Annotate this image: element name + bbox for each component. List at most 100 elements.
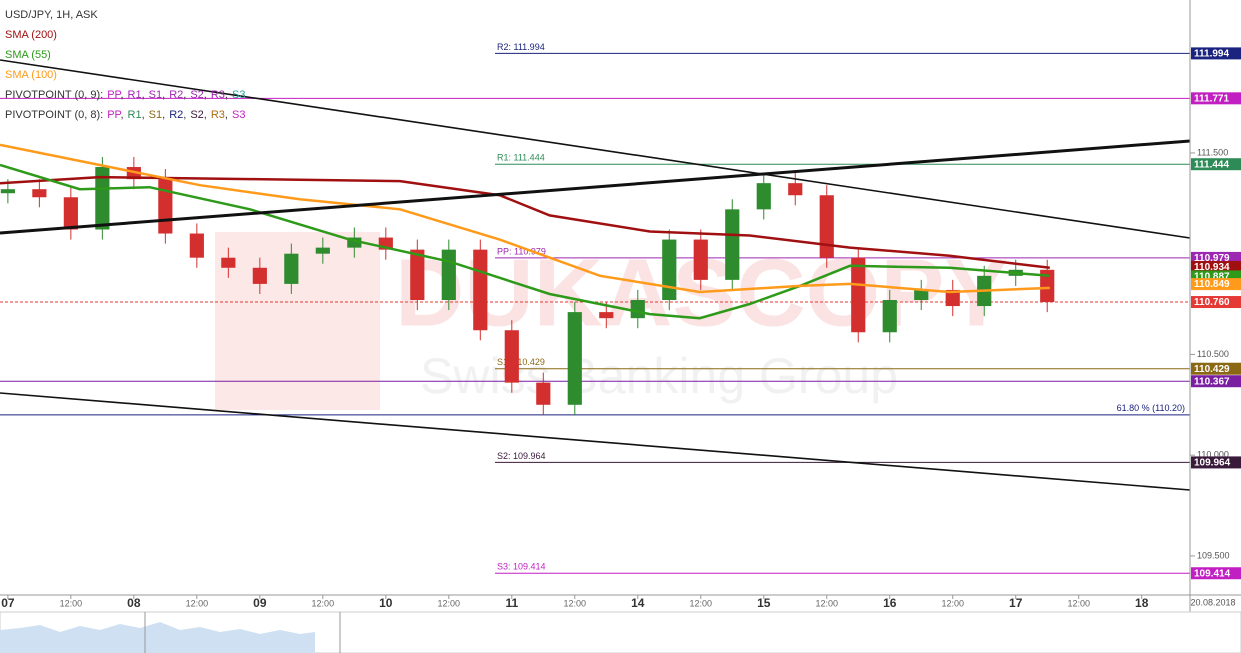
pivot-set-name: PIVOTPOINT (0, 8): (5, 109, 103, 121)
candle-body (63, 197, 78, 230)
x-tick-label: 18 (1135, 596, 1149, 610)
pivot-label: R2: 111.994 (497, 42, 545, 52)
x-tick-label: 07 (1, 596, 15, 610)
candle-body (567, 312, 582, 405)
legend-entry: SMA (200) (5, 29, 57, 41)
y-tick-label: 111.500 (1197, 147, 1228, 157)
price-tag (1191, 278, 1241, 291)
price-tag-label: 111.994 (1194, 49, 1229, 60)
price-tag (1191, 296, 1241, 309)
separator: , (142, 109, 145, 121)
candle-body (158, 179, 173, 234)
sma-line (0, 175, 1050, 270)
candle-body (851, 257, 866, 333)
candle-body (189, 233, 204, 258)
plot-area: 61.80 % (110.20) R2: 111.994 R1: 111.444 PP… (0, 42, 1190, 574)
x-tick-label: 15 (757, 596, 771, 610)
price-tag-label: 110.367 (1194, 376, 1230, 387)
candle-body (347, 237, 362, 248)
y-tick-label: 109.500 (1197, 550, 1230, 560)
x-tick-label: 14 (631, 596, 645, 610)
price-tag-label: 109.964 (1194, 458, 1231, 469)
candle-body (693, 239, 708, 280)
separator: , (162, 109, 165, 121)
price-tag-label: 111.771 (1194, 93, 1229, 104)
price-tag-label: 110.934 (1194, 262, 1230, 273)
candle-body (1040, 269, 1055, 303)
separator: , (120, 109, 123, 121)
candle-body (441, 249, 456, 301)
candle-body (504, 330, 519, 383)
candle-body (945, 289, 960, 307)
x-tick-label: 09 (253, 596, 267, 610)
x-tick-label: 16 (883, 596, 897, 610)
y-tick-label: 110.000 (1197, 450, 1229, 460)
price-tag-label: 110.979 (1194, 253, 1230, 264)
chart-title: USD/JPY, 1H, ASK (5, 9, 98, 21)
navigator-area (0, 622, 315, 653)
navigator (0, 611, 1241, 653)
sma-line (0, 143, 1050, 294)
price-tag-label: 110.887 (1194, 272, 1230, 283)
pivot-item: PP (107, 109, 121, 121)
sma-line (0, 163, 1050, 320)
date-label: 20.08.2018 (1190, 597, 1235, 607)
pivot-label: PP: 110.979 (497, 246, 546, 256)
candle-body (252, 267, 267, 284)
candle-body (788, 183, 803, 196)
pivot-item: R2 (169, 89, 183, 101)
candle-body (315, 247, 330, 254)
x-tick-label: 12:00 (1067, 598, 1090, 608)
fibonacci-label: 61.80 % (110.20) (1117, 403, 1185, 413)
trend-line (0, 392, 1191, 491)
pivot-item: S2 (190, 109, 203, 121)
watermark-tagline: Swiss Banking Group (420, 348, 898, 404)
pivot-item: S3 (232, 89, 245, 101)
pivot-item: R3 (211, 109, 225, 121)
x-tick-label: 12:00 (312, 598, 335, 608)
x-tick-label: 10 (379, 596, 393, 610)
candle-body (725, 209, 740, 280)
legend-entry: PIVOTPOINT (0, 9): PP, R1, S1, R2, S2, R3, S3 (5, 89, 245, 101)
price-tag-label: 111.444 (1194, 159, 1229, 170)
x-tick-label: 12:00 (438, 598, 461, 608)
price-tag (1191, 251, 1241, 264)
x-tick-label: 12:00 (815, 598, 838, 608)
legend-entry: SMA (100) (5, 69, 57, 81)
candle-body (473, 249, 488, 331)
separator: , (204, 109, 207, 121)
x-tick-label: 12:00 (186, 598, 209, 608)
candle-body (221, 257, 236, 268)
pivot-label: S3: 109.414 (497, 562, 546, 572)
candle-body (0, 189, 15, 194)
price-tag-label: 110.429 (1194, 364, 1230, 375)
x-tick-label: 11 (505, 596, 518, 610)
candle-body (756, 183, 771, 210)
separator: , (142, 89, 145, 101)
legend: USD/JPY, 1H, ASK SMA (200) SMA (55) SMA (10… (5, 9, 245, 121)
price-tag (1191, 375, 1241, 388)
separator: , (225, 109, 228, 121)
x-tick-label: 12:00 (564, 598, 587, 608)
pivot-item: PP (107, 89, 121, 101)
separator: , (204, 89, 207, 101)
x-tick-label: 12:00 (690, 598, 713, 608)
x-tick-label: 17 (1009, 596, 1023, 610)
pivot-label: S1: 110.429 (497, 357, 545, 367)
separator: , (183, 109, 186, 121)
price-tag-label: 110.760 (1194, 297, 1230, 308)
separator: , (183, 89, 186, 101)
candle-body (599, 312, 614, 319)
trend-line (0, 139, 1191, 235)
legend-entry: PIVOTPOINT (0, 8): PP, R1, S1, R2, S2, R3, S3 (5, 109, 245, 121)
price-tag (1191, 92, 1241, 105)
pivot-item: S3 (232, 109, 245, 121)
pivot-set-name: PIVOTPOINT (0, 9): (5, 89, 103, 101)
price-tag (1191, 362, 1241, 375)
legend-entry: SMA (55) (5, 49, 51, 61)
trend-line (0, 59, 1191, 239)
pivot-item: S2 (190, 89, 203, 101)
candle-body (914, 289, 929, 301)
price-tag (1191, 456, 1241, 469)
